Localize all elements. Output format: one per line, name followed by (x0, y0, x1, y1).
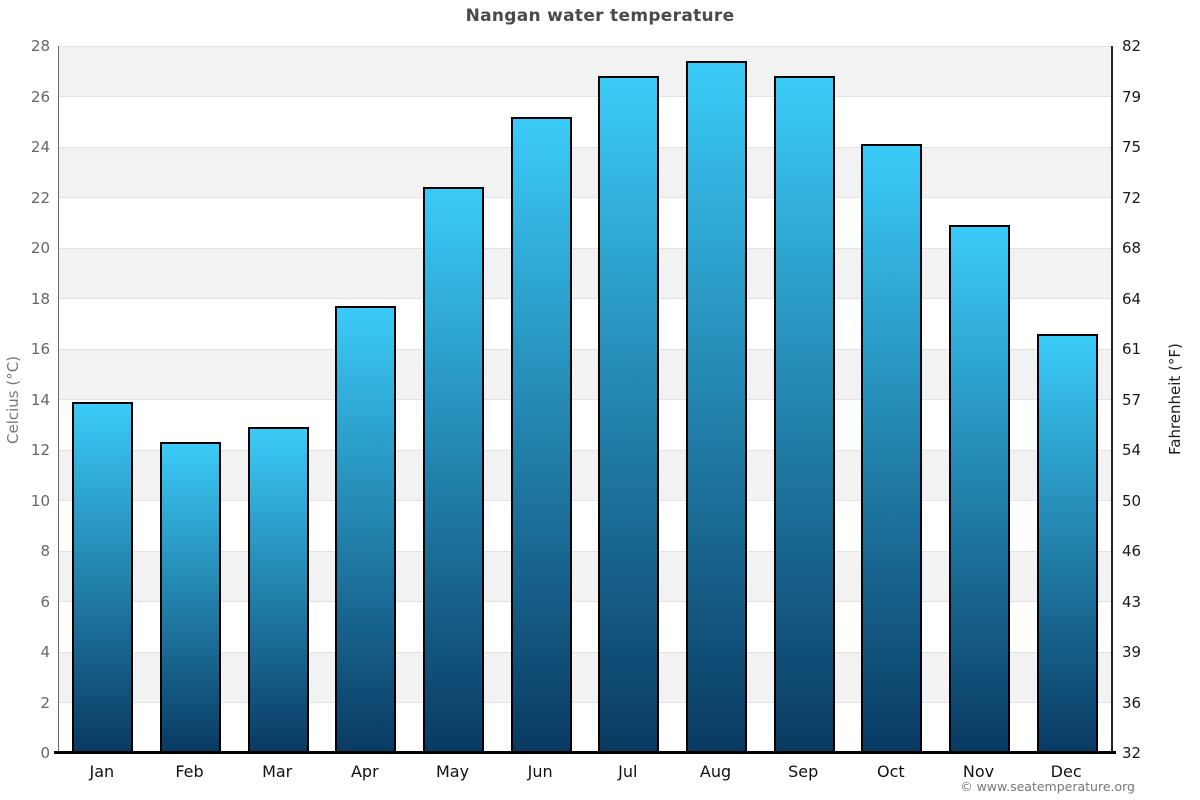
y-tick-label-left: 24 (30, 138, 50, 156)
x-tick-label: Dec (1050, 762, 1082, 781)
x-tick-label: May (435, 762, 470, 781)
gridline (59, 399, 1111, 400)
bar-mar (247, 427, 309, 753)
x-tick-label: Aug (699, 762, 732, 781)
y-tick-label-right: 64 (1122, 289, 1142, 308)
y-tick-label-right: 72 (1122, 188, 1142, 207)
gridline (59, 45, 1111, 47)
y-tick-label-left: 6 (40, 592, 50, 611)
y-tick-label-left: 8 (40, 542, 50, 560)
bar-dec (1036, 333, 1098, 753)
grid-band (59, 46, 1111, 97)
y-tick-label-left: 16 (30, 340, 50, 358)
grid-band (59, 500, 1111, 551)
bar-oct (861, 144, 923, 753)
x-tick-label: Mar (262, 762, 293, 781)
y-tick-label-right: 43 (1122, 592, 1142, 611)
y-tick-label-right: 46 (1122, 542, 1142, 560)
y-tick-label-right: 32 (1122, 744, 1142, 762)
bar-nov (949, 225, 1010, 753)
plot-area (58, 45, 1113, 754)
x-tick-label: Oct (876, 762, 905, 781)
gridline (59, 550, 1111, 552)
gridline (59, 500, 1111, 501)
bar-jan (72, 402, 134, 753)
x-tick-label: Nov (962, 762, 995, 781)
bar-jun (510, 116, 572, 753)
y-tick-label-left: 22 (30, 188, 50, 207)
grid-band (59, 652, 1111, 703)
y-tick-label-left: 20 (30, 239, 50, 257)
y-axis-title-fahrenheit: Fahrenheit (°F) (1166, 343, 1184, 456)
gridline (59, 702, 1111, 703)
bar-aug (686, 61, 747, 753)
y-tick-label-left: 10 (30, 491, 50, 510)
x-tick-label: Feb (175, 762, 204, 781)
y-tick-label-right: 79 (1122, 87, 1142, 106)
grid-band (59, 601, 1111, 652)
bar-sep (773, 76, 835, 753)
x-tick-label: Apr (350, 762, 379, 781)
bar-jul (598, 76, 660, 753)
gridline (59, 601, 1111, 602)
grid-band (59, 96, 1111, 147)
gridline (59, 247, 1111, 249)
y-tick-label-left: 26 (30, 87, 50, 106)
y-tick-label-left: 28 (30, 37, 50, 55)
bar-may (423, 187, 484, 753)
y-tick-label-right: 39 (1122, 643, 1142, 661)
gridline (59, 449, 1111, 451)
y-tick-label-right: 54 (1122, 441, 1142, 459)
gridline (59, 96, 1111, 97)
gridline (59, 298, 1111, 299)
bar-feb (160, 442, 221, 753)
grid-band (59, 702, 1111, 753)
y-tick-label-left: 18 (30, 289, 50, 308)
y-tick-label-left: 0 (40, 744, 50, 762)
grid-band (59, 298, 1111, 349)
x-tick-label: Jul (618, 762, 638, 781)
grid-band (59, 450, 1111, 501)
y-tick-label-right: 82 (1122, 37, 1142, 55)
y-tick-label-right: 68 (1122, 239, 1142, 257)
grid-band (59, 399, 1111, 450)
y-tick-label-left: 12 (30, 441, 50, 459)
grid-band (59, 248, 1111, 299)
grid-band (59, 197, 1111, 248)
y-tick-label-left: 2 (40, 693, 50, 712)
grid-band (59, 349, 1111, 400)
gridline (59, 348, 1111, 350)
chart-title: Nangan water temperature (465, 6, 735, 26)
gridline (59, 651, 1111, 653)
y-tick-label-right: 36 (1122, 693, 1142, 712)
x-tick-label: Jun (527, 762, 553, 781)
y-tick-label-right: 50 (1122, 491, 1142, 510)
y-tick-label-left: 4 (40, 643, 50, 661)
grid-band (59, 551, 1111, 602)
copyright-text: © www.seatemperature.org (960, 779, 1135, 794)
x-axis-line (54, 751, 1116, 754)
gridline (59, 146, 1111, 148)
y-tick-label-left: 14 (30, 390, 50, 409)
y-tick-label-right: 57 (1122, 390, 1142, 409)
grid-band (59, 147, 1111, 198)
y-tick-label-right: 75 (1122, 138, 1142, 156)
y-tick-label-right: 61 (1122, 340, 1142, 358)
x-tick-label: Jan (89, 762, 115, 781)
x-tick-label: Sep (788, 762, 819, 781)
bar-apr (335, 306, 397, 753)
gridline (59, 197, 1111, 198)
